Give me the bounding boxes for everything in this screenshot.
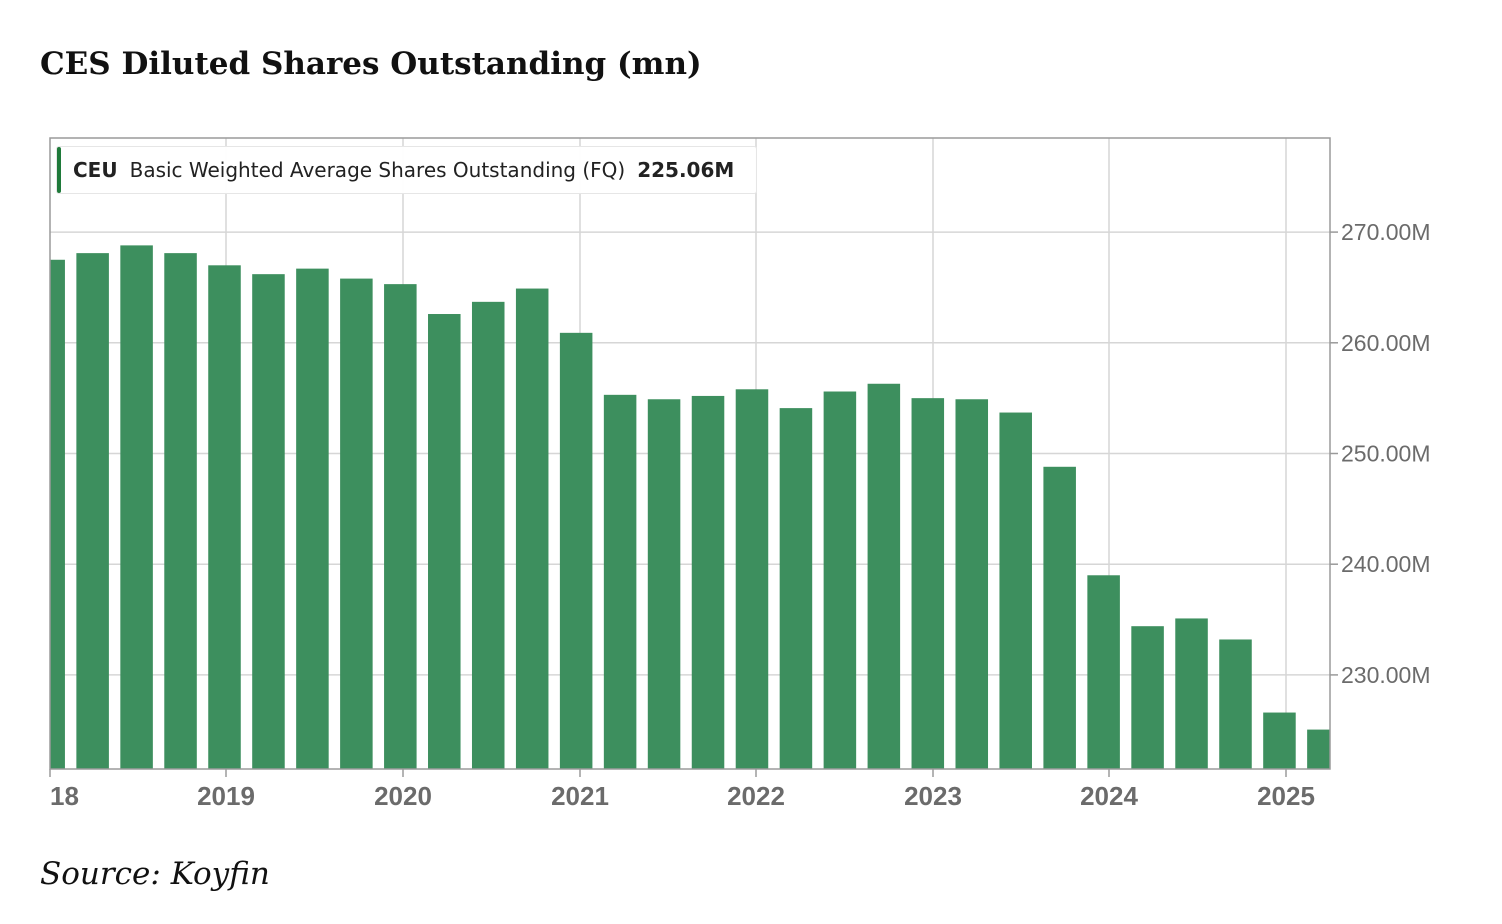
x-tick-label: 2024 <box>1080 781 1138 811</box>
y-axis: 230.00M 240.00M 250.00M 260.00M 270.00M <box>1330 219 1431 688</box>
bar[interactable] <box>999 412 1032 769</box>
bar[interactable] <box>647 399 681 769</box>
bar[interactable] <box>911 398 945 769</box>
bar[interactable] <box>691 395 725 769</box>
x-tick-label: 2025 <box>1257 781 1315 811</box>
legend-latest-value: 225.06M <box>637 158 735 182</box>
bar-series <box>50 245 1330 769</box>
bar[interactable] <box>471 301 505 769</box>
bar[interactable] <box>1307 729 1330 769</box>
bar[interactable] <box>603 394 637 769</box>
x-tick-label: 2019 <box>197 781 255 811</box>
y-tick-label: 250.00M <box>1341 441 1431 467</box>
bar[interactable] <box>164 253 197 769</box>
bar[interactable] <box>1131 626 1164 769</box>
bar[interactable] <box>1087 575 1120 769</box>
legend-box[interactable]: CEU Basic Weighted Average Shares Outsta… <box>56 146 758 194</box>
bar[interactable] <box>779 408 813 769</box>
bar[interactable] <box>823 391 857 769</box>
x-axis: 18 2019 2020 2021 2022 2023 2024 2025 <box>49 769 1315 811</box>
bar[interactable] <box>340 278 373 769</box>
x-tick-label: 2023 <box>904 781 962 811</box>
legend-swatch <box>57 147 61 193</box>
x-tick-label: 2020 <box>374 781 432 811</box>
bar[interactable] <box>296 268 329 769</box>
bar[interactable] <box>208 265 241 769</box>
x-tick-label: 18 <box>50 781 79 811</box>
x-tick-label: 2021 <box>551 781 609 811</box>
bar[interactable] <box>252 274 285 769</box>
bar[interactable] <box>515 288 549 769</box>
bar[interactable] <box>1175 618 1208 769</box>
chart-title: CES Diluted Shares Outstanding (mn) <box>40 46 702 82</box>
bar[interactable] <box>428 314 461 769</box>
bar[interactable] <box>384 284 417 769</box>
bar[interactable] <box>559 332 593 769</box>
legend-metric: Basic Weighted Average Shares Outstandin… <box>129 158 626 182</box>
bar[interactable] <box>1043 466 1076 769</box>
x-tick-label: 2022 <box>727 781 785 811</box>
y-tick-label: 230.00M <box>1341 662 1431 688</box>
source-note: Source: Koyfin <box>40 856 270 892</box>
bar[interactable] <box>867 383 901 769</box>
bar[interactable] <box>120 245 153 769</box>
bar[interactable] <box>1219 639 1252 769</box>
bar[interactable] <box>955 399 989 769</box>
y-tick-label: 270.00M <box>1341 219 1431 245</box>
legend-ticker: CEU <box>73 158 118 182</box>
y-tick-label: 260.00M <box>1341 330 1431 356</box>
bar[interactable] <box>735 389 769 769</box>
bar[interactable] <box>1263 712 1296 769</box>
bar[interactable] <box>50 259 65 769</box>
bar[interactable] <box>76 253 109 769</box>
y-tick-label: 240.00M <box>1341 551 1431 577</box>
